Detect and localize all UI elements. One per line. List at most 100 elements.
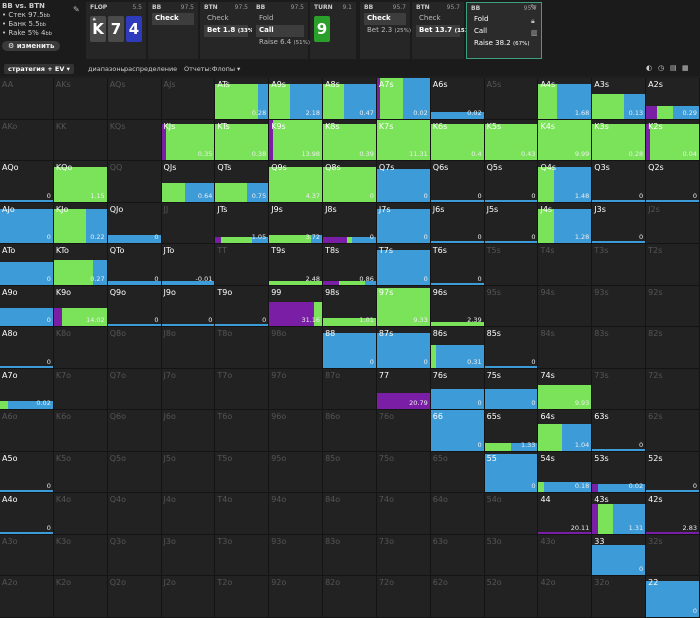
hand-cell[interactable]: Q5o xyxy=(107,451,162,494)
hand-cell[interactable]: 32o xyxy=(592,576,647,618)
hand-cell[interactable]: 64o xyxy=(430,493,485,535)
hand-cell[interactable]: 88 0 xyxy=(323,327,377,369)
hand-cell[interactable]: Q6o xyxy=(107,410,162,452)
hand-cell[interactable]: K3s 0.28 xyxy=(592,119,647,162)
hand-cell[interactable]: T5o xyxy=(215,451,270,494)
hand-cell[interactable]: 96s 2.39 xyxy=(430,285,485,328)
hand-cell[interactable]: TT xyxy=(215,244,270,286)
action-option[interactable]: Check xyxy=(204,13,248,25)
hand-cell[interactable]: 75o xyxy=(376,451,431,494)
action-option[interactable]: Check xyxy=(152,13,194,25)
hand-cell[interactable]: K5s 0.43 xyxy=(484,119,539,162)
hand-cell[interactable]: A5s xyxy=(484,78,539,120)
action-panel[interactable]: BB 95.7 Fold Call Raise 38.2 (67%) xyxy=(466,2,542,59)
lock-icon[interactable]: 🔒︎ xyxy=(531,17,535,25)
hand-cell[interactable]: J8s 0 xyxy=(323,202,377,245)
turn-panel[interactable]: TURN 9.1 9 xyxy=(310,2,356,59)
hand-cell[interactable]: A9s 2.18 xyxy=(269,78,324,120)
clock-icon[interactable]: ◷ xyxy=(658,64,665,72)
hand-cell[interactable]: K4s 9.99 xyxy=(538,119,593,162)
hand-cell[interactable]: KQs xyxy=(107,119,162,162)
hand-cell[interactable]: 42s 2.83 xyxy=(646,493,700,535)
hand-cell[interactable]: 73o xyxy=(376,534,431,577)
hand-cell[interactable]: 92s xyxy=(646,285,700,328)
hand-cell[interactable]: T6o xyxy=(215,410,270,452)
hand-cell[interactable]: 55 0 xyxy=(484,451,539,494)
hand-cell[interactable]: AA xyxy=(0,78,54,120)
hand-cell[interactable]: Q2o xyxy=(107,576,162,618)
hand-cell[interactable]: A7s 0.02 xyxy=(376,78,431,120)
tab-distribution[interactable]: распределение xyxy=(120,64,181,74)
hand-cell[interactable]: QJs 0.64 xyxy=(161,161,216,203)
action-option[interactable]: Bet 1.8 (33%) xyxy=(204,25,256,37)
hand-cell[interactable]: ATs 0.28 xyxy=(215,78,270,120)
hand-cell[interactable]: KJs 0.35 xyxy=(161,119,216,162)
hand-cell[interactable]: 42o xyxy=(538,576,593,618)
hand-cell[interactable]: QQ xyxy=(107,161,162,203)
hand-cell[interactable]: 86s 0.31 xyxy=(430,327,485,369)
action-option[interactable]: Check xyxy=(364,13,406,25)
hand-cell[interactable]: 65s 1.33 xyxy=(484,410,539,452)
hand-cell[interactable]: A2s 0.29 xyxy=(646,78,700,120)
hand-cell[interactable]: 44 20.11 xyxy=(538,493,593,535)
hand-cell[interactable]: T3s xyxy=(592,244,647,286)
action-option[interactable]: Check xyxy=(416,13,460,25)
hand-cell[interactable]: A2o xyxy=(0,576,54,618)
hand-cell[interactable]: J9o 0 xyxy=(161,285,216,328)
hand-cell[interactable]: ATo 0 xyxy=(0,244,54,286)
hand-cell[interactable]: 76o xyxy=(376,410,431,452)
hand-cell[interactable]: A4s 1.68 xyxy=(538,78,593,120)
hand-cell[interactable]: J2o xyxy=(161,576,216,618)
hand-cell[interactable]: 75s 0 xyxy=(484,368,539,411)
hand-cell[interactable]: Q9o 0 xyxy=(107,285,162,328)
action-option[interactable]: Fold xyxy=(256,13,304,25)
hand-cell[interactable]: J2s xyxy=(646,202,700,245)
pencil-icon[interactable]: ✎ xyxy=(73,5,80,14)
hand-cell[interactable]: AQs xyxy=(107,78,162,120)
grid-icon[interactable]: ▦ xyxy=(682,64,689,72)
action-option[interactable]: Fold xyxy=(471,14,537,26)
action-option[interactable]: Raise 6.4 (51%) xyxy=(256,37,310,49)
hand-cell[interactable]: J7o xyxy=(161,368,216,411)
hand-cell[interactable]: 76s 0 xyxy=(430,368,485,411)
hand-cell[interactable]: K2o xyxy=(53,576,108,618)
hand-cell[interactable]: T3o xyxy=(215,534,270,577)
hand-cell[interactable]: T9o 0 xyxy=(215,285,270,328)
hand-cell[interactable]: K6o xyxy=(53,410,108,452)
hand-cell[interactable]: QTs 0.75 xyxy=(215,161,270,203)
hand-cell[interactable]: 22 0 xyxy=(646,576,700,618)
hand-cell[interactable]: KQo 1.15 xyxy=(53,161,108,203)
hand-cell[interactable]: J4s 1.28 xyxy=(538,202,593,245)
hand-cell[interactable]: T8o xyxy=(215,327,270,369)
hand-cell[interactable]: 63s 0 xyxy=(592,410,647,452)
hand-cell[interactable]: 98o xyxy=(269,327,324,369)
hand-cell[interactable]: 83o xyxy=(323,534,377,577)
hand-cell[interactable]: QJo 0 xyxy=(107,202,162,245)
hand-cell[interactable]: 77 20.79 xyxy=(376,368,431,411)
hand-cell[interactable]: 62o xyxy=(430,576,485,618)
hand-cell[interactable]: JTo -0.01 xyxy=(161,244,216,286)
hand-cell[interactable]: T4s xyxy=(538,244,593,286)
hand-cell[interactable]: KTo 0.27 xyxy=(53,244,108,286)
hand-cell[interactable]: 73s xyxy=(592,368,647,411)
hand-cell[interactable]: Q7o xyxy=(107,368,162,411)
hand-cell[interactable]: Q4o xyxy=(107,493,162,535)
hand-cell[interactable]: T2s xyxy=(646,244,700,286)
hand-cell[interactable]: K7s 11.31 xyxy=(376,119,431,162)
hand-cell[interactable]: Q3s 0 xyxy=(592,161,647,203)
hand-cell[interactable]: Q3o xyxy=(107,534,162,577)
hand-cell[interactable]: Q4s 1.48 xyxy=(538,161,593,203)
hand-cell[interactable]: A9o 0 xyxy=(0,285,54,328)
hand-cell[interactable]: A7o 0.02 xyxy=(0,368,54,411)
hand-cell[interactable]: A8o 0 xyxy=(0,327,54,369)
hand-cell[interactable]: 95s xyxy=(484,285,539,328)
tab-ranges[interactable]: диапазоны xyxy=(84,64,130,74)
hand-cell[interactable]: 32s xyxy=(646,534,700,577)
hand-cell[interactable]: T4o xyxy=(215,493,270,535)
hand-cell[interactable]: Q5s 0 xyxy=(484,161,539,203)
hand-cell[interactable]: 85s 0 xyxy=(484,327,539,369)
hand-cell[interactable]: 72o xyxy=(376,576,431,618)
hand-cell[interactable]: 84o xyxy=(323,493,377,535)
hand-cell[interactable]: 72s xyxy=(646,368,700,411)
hand-cell[interactable]: Q9s 4.37 xyxy=(269,161,324,203)
